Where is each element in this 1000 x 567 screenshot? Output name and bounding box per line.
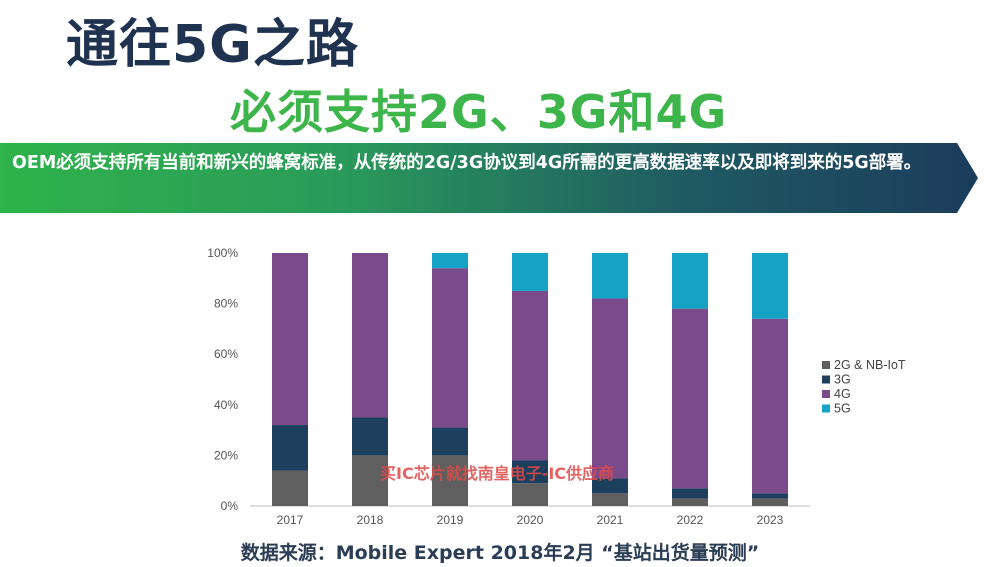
description-banner: OEM必须支持所有当前和新兴的蜂窝标准，从传统的2G/3G协议到4G所需的更高数… <box>0 143 978 213</box>
y-tick-label: 60% <box>214 347 238 361</box>
bar-segment <box>512 290 548 461</box>
y-tick-label: 20% <box>214 448 238 462</box>
bar-segment <box>352 455 388 506</box>
x-tick-label: 2018 <box>357 513 384 527</box>
x-tick-label: 2019 <box>437 513 464 527</box>
bar-segment <box>272 253 308 426</box>
bar-segment <box>672 488 708 499</box>
x-tick-label: 2017 <box>277 513 304 527</box>
page-subtitle: 必须支持2G、3G和4G <box>230 85 728 139</box>
legend-label: 3G <box>834 373 851 387</box>
bar-segment <box>512 483 548 506</box>
legend-label: 5G <box>834 402 851 416</box>
page-title: 通往5G之路 <box>66 15 359 75</box>
bar-segment <box>352 253 388 418</box>
y-tick-label: 100% <box>207 246 238 260</box>
bar-segment <box>432 455 468 506</box>
x-tick-label: 2023 <box>757 513 784 527</box>
legend-label: 2G & NB-IoT <box>834 358 906 372</box>
bar-segment <box>592 253 628 299</box>
legend-swatch <box>822 361 830 369</box>
legend-swatch <box>822 404 830 413</box>
bar-segment <box>752 493 788 499</box>
y-tick-label: 0% <box>221 499 239 513</box>
legend-swatch <box>822 375 830 384</box>
bar-segment <box>592 298 628 479</box>
y-tick-label: 80% <box>214 297 238 311</box>
bar-segment <box>272 470 308 506</box>
data-source-caption: 数据来源：Mobile Expert 2018年2月 “基站出货量预测” <box>240 542 760 564</box>
bar-segment <box>272 425 308 471</box>
bar-segment <box>592 493 628 506</box>
bar-segment <box>672 498 708 506</box>
bar-segment <box>432 427 468 456</box>
y-tick-label: 40% <box>214 398 238 412</box>
legend-swatch <box>822 390 830 398</box>
bar-segment <box>352 417 388 456</box>
bar-segment <box>752 253 788 319</box>
bar-segment <box>432 268 468 428</box>
bar-segment <box>512 460 548 484</box>
bar-segment <box>752 318 788 494</box>
bar-segment <box>512 253 548 291</box>
bar-segment <box>672 308 708 489</box>
bar-segment <box>432 253 468 269</box>
legend-label: 4G <box>834 387 851 401</box>
bar-segment <box>672 253 708 309</box>
x-tick-label: 2022 <box>677 513 704 527</box>
bar-segment <box>592 478 628 494</box>
banner-text: OEM必须支持所有当前和新兴的蜂窝标准，从传统的2G/3G协议到4G所需的更高数… <box>12 153 922 173</box>
x-tick-label: 2020 <box>517 513 544 527</box>
x-tick-label: 2021 <box>597 513 624 527</box>
bar-segment <box>752 498 788 506</box>
watermark-text: 买IC芯片就找南皇电子-IC供应商 <box>380 464 615 483</box>
